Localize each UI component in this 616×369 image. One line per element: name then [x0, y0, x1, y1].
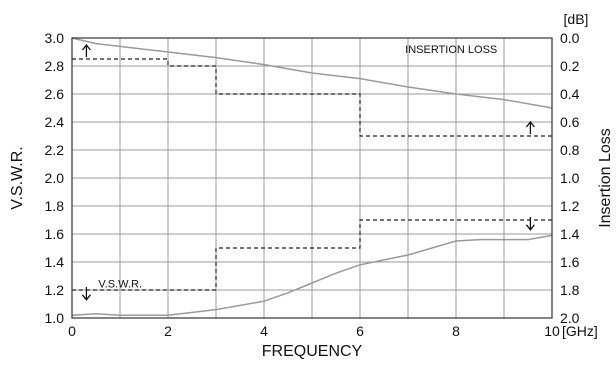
series-line: [71, 37, 553, 109]
x-tick-label: 6: [356, 323, 364, 339]
insertion-loss-annotation: INSERTION LOSS: [405, 44, 497, 56]
series-layer: [71, 37, 553, 316]
x-axis-label: FREQUENCY: [262, 343, 363, 360]
insertion-loss-arrow-head: [81, 43, 91, 51]
tick-labels: 0 2 4 6 8 10 [GHz] 1.0 1.2 1.4 1.6 1.8 2.0 2.2 2.4 2.6 2…: [45, 30, 598, 339]
y-right-tick-label: 0.0: [560, 30, 580, 46]
plot-frame: [71, 37, 553, 319]
y-left-tick-label: 1.2: [45, 282, 65, 298]
vswr-arrow-head: [525, 224, 535, 231]
y-left-tick-label: 2.6: [45, 86, 65, 102]
y-right-tick-label: 0.2: [560, 58, 580, 74]
vswr-arrow-head: [81, 294, 91, 301]
y-left-tick-label: 2.0: [45, 170, 65, 186]
series-line: [71, 234, 553, 316]
y-right-tick-label: 1.6: [560, 254, 580, 270]
y-axis-left-label: V.S.W.R.: [9, 146, 26, 209]
limit-line: [72, 58, 552, 137]
y-left-tick-label: 2.2: [45, 142, 65, 158]
vswr-annotation: V.S.W.R.: [98, 279, 142, 291]
y-right-tick-label: 1.8: [560, 282, 580, 298]
x-tick-label: 4: [260, 323, 268, 339]
y-right-tick-label: 0.6: [560, 114, 580, 130]
y-right-tick-label: 1.4: [560, 226, 580, 242]
limit-arrows: [81, 43, 535, 301]
y-left-tick-label: 2.4: [45, 114, 65, 130]
y-right-tick-label: 2.0: [560, 310, 580, 326]
y-right-tick-label: 1.0: [560, 170, 580, 186]
x-axis-unit: [GHz]: [562, 323, 598, 339]
x-tick-label: 2: [164, 323, 172, 339]
y-left-tick-label: 2.8: [45, 58, 65, 74]
insertion-loss-arrow-head: [525, 120, 535, 128]
y-axis-right-label: Insertion Loss: [597, 128, 614, 228]
right-axis-unit: [dB]: [564, 11, 589, 27]
x-tick-label: 8: [452, 323, 460, 339]
limit-line: [72, 219, 552, 291]
y-right-tick-label: 0.8: [560, 142, 580, 158]
grid: [72, 38, 552, 318]
y-left-tick-label: 1.4: [45, 254, 65, 270]
y-left-tick-label: 1.6: [45, 226, 65, 242]
y-right-tick-label: 1.2: [560, 198, 580, 214]
y-left-tick-label: 1.8: [45, 198, 65, 214]
x-tick-label: 0: [68, 323, 76, 339]
y-left-tick-label: 3.0: [45, 30, 65, 46]
x-tick-label: 10: [544, 323, 560, 339]
y-right-tick-label: 0.4: [560, 86, 580, 102]
y-left-tick-label: 1.0: [45, 310, 65, 326]
